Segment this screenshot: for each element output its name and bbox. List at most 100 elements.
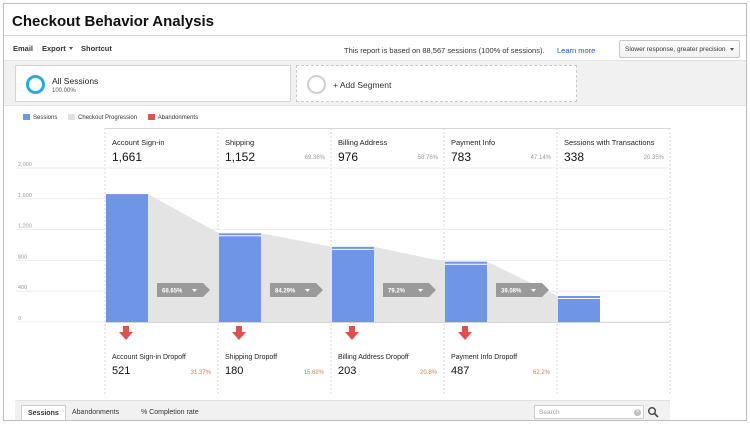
progression-percent: 39.08% [501, 289, 522, 295]
stage-percent: 58.76% [417, 155, 438, 161]
search-input[interactable]: Search [534, 405, 644, 419]
dropoff-arrow-icon [458, 326, 472, 340]
stage-value: 1,152 [225, 150, 256, 164]
stage-header[interactable]: Billing Address 976 58.76% [331, 128, 444, 168]
dropoff-value: 521 [112, 365, 131, 377]
dropoff-arrow-icon [345, 326, 359, 340]
legend-item-progression: Checkout Progression [68, 114, 137, 121]
legend-swatch [23, 114, 30, 120]
stage-name: Shipping [225, 138, 255, 147]
stage-name: Billing Address [338, 138, 388, 147]
y-tick-label: 1,200 [18, 224, 32, 230]
stage-percent: 47.14% [530, 155, 551, 161]
stage-header[interactable]: Shipping 1,152 69.36% [218, 128, 331, 168]
legend-item-sessions: Sessions [23, 114, 57, 121]
completion-rate-label: % Completion rate [141, 409, 199, 416]
dropoff-name: Payment Info Dropoff [451, 354, 518, 361]
session-bar [106, 194, 148, 322]
dropoff-percent: 20.8% [419, 370, 437, 376]
session-bar [332, 246, 374, 322]
tab-sessions[interactable]: Sessions [21, 405, 66, 420]
dropoff-cell[interactable]: Shipping Dropoff 180 15.62% [218, 347, 331, 397]
stage-percent: 20.35% [643, 155, 664, 161]
stage-header[interactable]: Payment Info 783 47.14% [444, 128, 557, 168]
add-segment-label: + Add Segment [333, 80, 392, 90]
segment-name: All Sessions [52, 76, 99, 86]
dropoff-name: Shipping Dropoff [225, 354, 278, 361]
shortcut-button[interactable]: Shortcut [81, 44, 112, 53]
y-tick-label: 400 [18, 285, 27, 291]
add-segment-button[interactable]: + Add Segment [296, 65, 577, 102]
title-divider [4, 35, 746, 36]
dropoff-percent: 31.37% [190, 370, 211, 376]
session-bar [219, 233, 261, 322]
chevron-down-icon [192, 289, 197, 292]
clear-icon[interactable]: × [634, 409, 641, 416]
sampling-note: This report is based on 88,567 sessions … [344, 46, 545, 55]
dropoff-arrow-icon [232, 326, 246, 340]
dropoff-name: Account Sign-in Dropoff [112, 354, 186, 361]
dropoff-percent: 62.2% [532, 370, 550, 376]
report-toolbar: Email Export Shortcut This report is bas… [4, 36, 746, 60]
legend-swatch [147, 114, 155, 120]
segment-all-sessions[interactable]: All Sessions 100.00% [15, 65, 291, 102]
dropoff-percent: 15.62% [303, 370, 324, 376]
export-menu[interactable]: Export [42, 44, 73, 53]
stage-name: Account Sign-in [112, 138, 165, 147]
dropoff-value: 203 [338, 365, 357, 377]
stage-value: 1,661 [112, 150, 143, 164]
dropoff-cell[interactable]: Account Sign-in Dropoff 521 31.37% [105, 347, 218, 397]
legend-label: Sessions [33, 115, 58, 121]
legend-label: Checkout Progression [78, 115, 138, 121]
progression-percent: 84.29% [275, 289, 296, 295]
segment-bar: All Sessions 100.00% + Add Segment [4, 60, 746, 106]
legend-swatch [68, 114, 76, 120]
stage-header[interactable]: Sessions with Transactions 338 20.35% [557, 128, 670, 168]
empty-ring-icon [307, 75, 326, 94]
funnel-chart: 2,000 1,600 1,200 800 400 0 68.65% 84.29% 79.2% 3… [4, 128, 674, 398]
progression-area [261, 233, 332, 322]
chevron-down-icon [418, 289, 423, 292]
tab-abandonments[interactable]: Abandonments [72, 409, 120, 416]
precision-label: Slower response, greater precision [625, 46, 726, 53]
progression-arrow [383, 283, 436, 297]
progression-percent: 68.65% [162, 289, 183, 295]
chevron-down-icon [68, 47, 73, 50]
dropoff-name: Billing Address Dropoff [338, 354, 409, 361]
stage-header[interactable]: Account Sign-in 1,661 [105, 128, 218, 168]
legend-label: Abandonments [157, 115, 199, 121]
export-label: Export [42, 44, 66, 53]
table-controls: Sessions Abandonments % Completion rate … [15, 400, 670, 420]
funnel-chart-svg: 2,000 1,600 1,200 800 400 0 68.65% 84.29% 79.2% 3… [16, 128, 671, 396]
y-tick-label: 0 [18, 316, 21, 322]
precision-dropdown[interactable]: Slower response, greater precision [619, 40, 740, 58]
dropoff-cell[interactable]: Payment Info Dropoff 487 62.2% [444, 347, 557, 397]
stage-value: 338 [564, 150, 585, 164]
dropoff-arrow-icon [119, 326, 133, 340]
segment-ring-icon [26, 75, 45, 94]
y-tick-label: 1,600 [18, 193, 32, 199]
page-title: Checkout Behavior Analysis [12, 13, 215, 30]
chevron-down-icon [531, 289, 536, 292]
email-button[interactable]: Email [13, 44, 34, 53]
dropoff-value: 487 [451, 365, 470, 377]
stage-value: 976 [338, 150, 359, 164]
chevron-down-icon [305, 289, 310, 292]
chart-legend: Sessions Checkout Progression Abandonmen… [23, 114, 207, 124]
stage-percent: 69.36% [304, 155, 325, 161]
dropoff-cell[interactable]: Billing Address Dropoff 203 20.8% [331, 347, 444, 397]
stage-value: 783 [451, 150, 472, 164]
session-bar [558, 295, 600, 322]
y-tick-label: 2,000 [18, 162, 32, 168]
search-icon[interactable] [647, 406, 660, 418]
chevron-down-icon [730, 48, 734, 51]
learn-more-link[interactable]: Learn more [557, 46, 596, 55]
progression-arrow [157, 283, 210, 297]
session-bar [445, 261, 487, 322]
report-window: Checkout Behavior Analysis Email Export … [3, 3, 747, 421]
y-tick-label: 800 [18, 254, 27, 260]
progression-arrow [496, 283, 549, 297]
dropoff-value: 180 [225, 365, 244, 377]
stage-name: Sessions with Transactions [564, 138, 655, 147]
progression-arrow [270, 283, 323, 297]
